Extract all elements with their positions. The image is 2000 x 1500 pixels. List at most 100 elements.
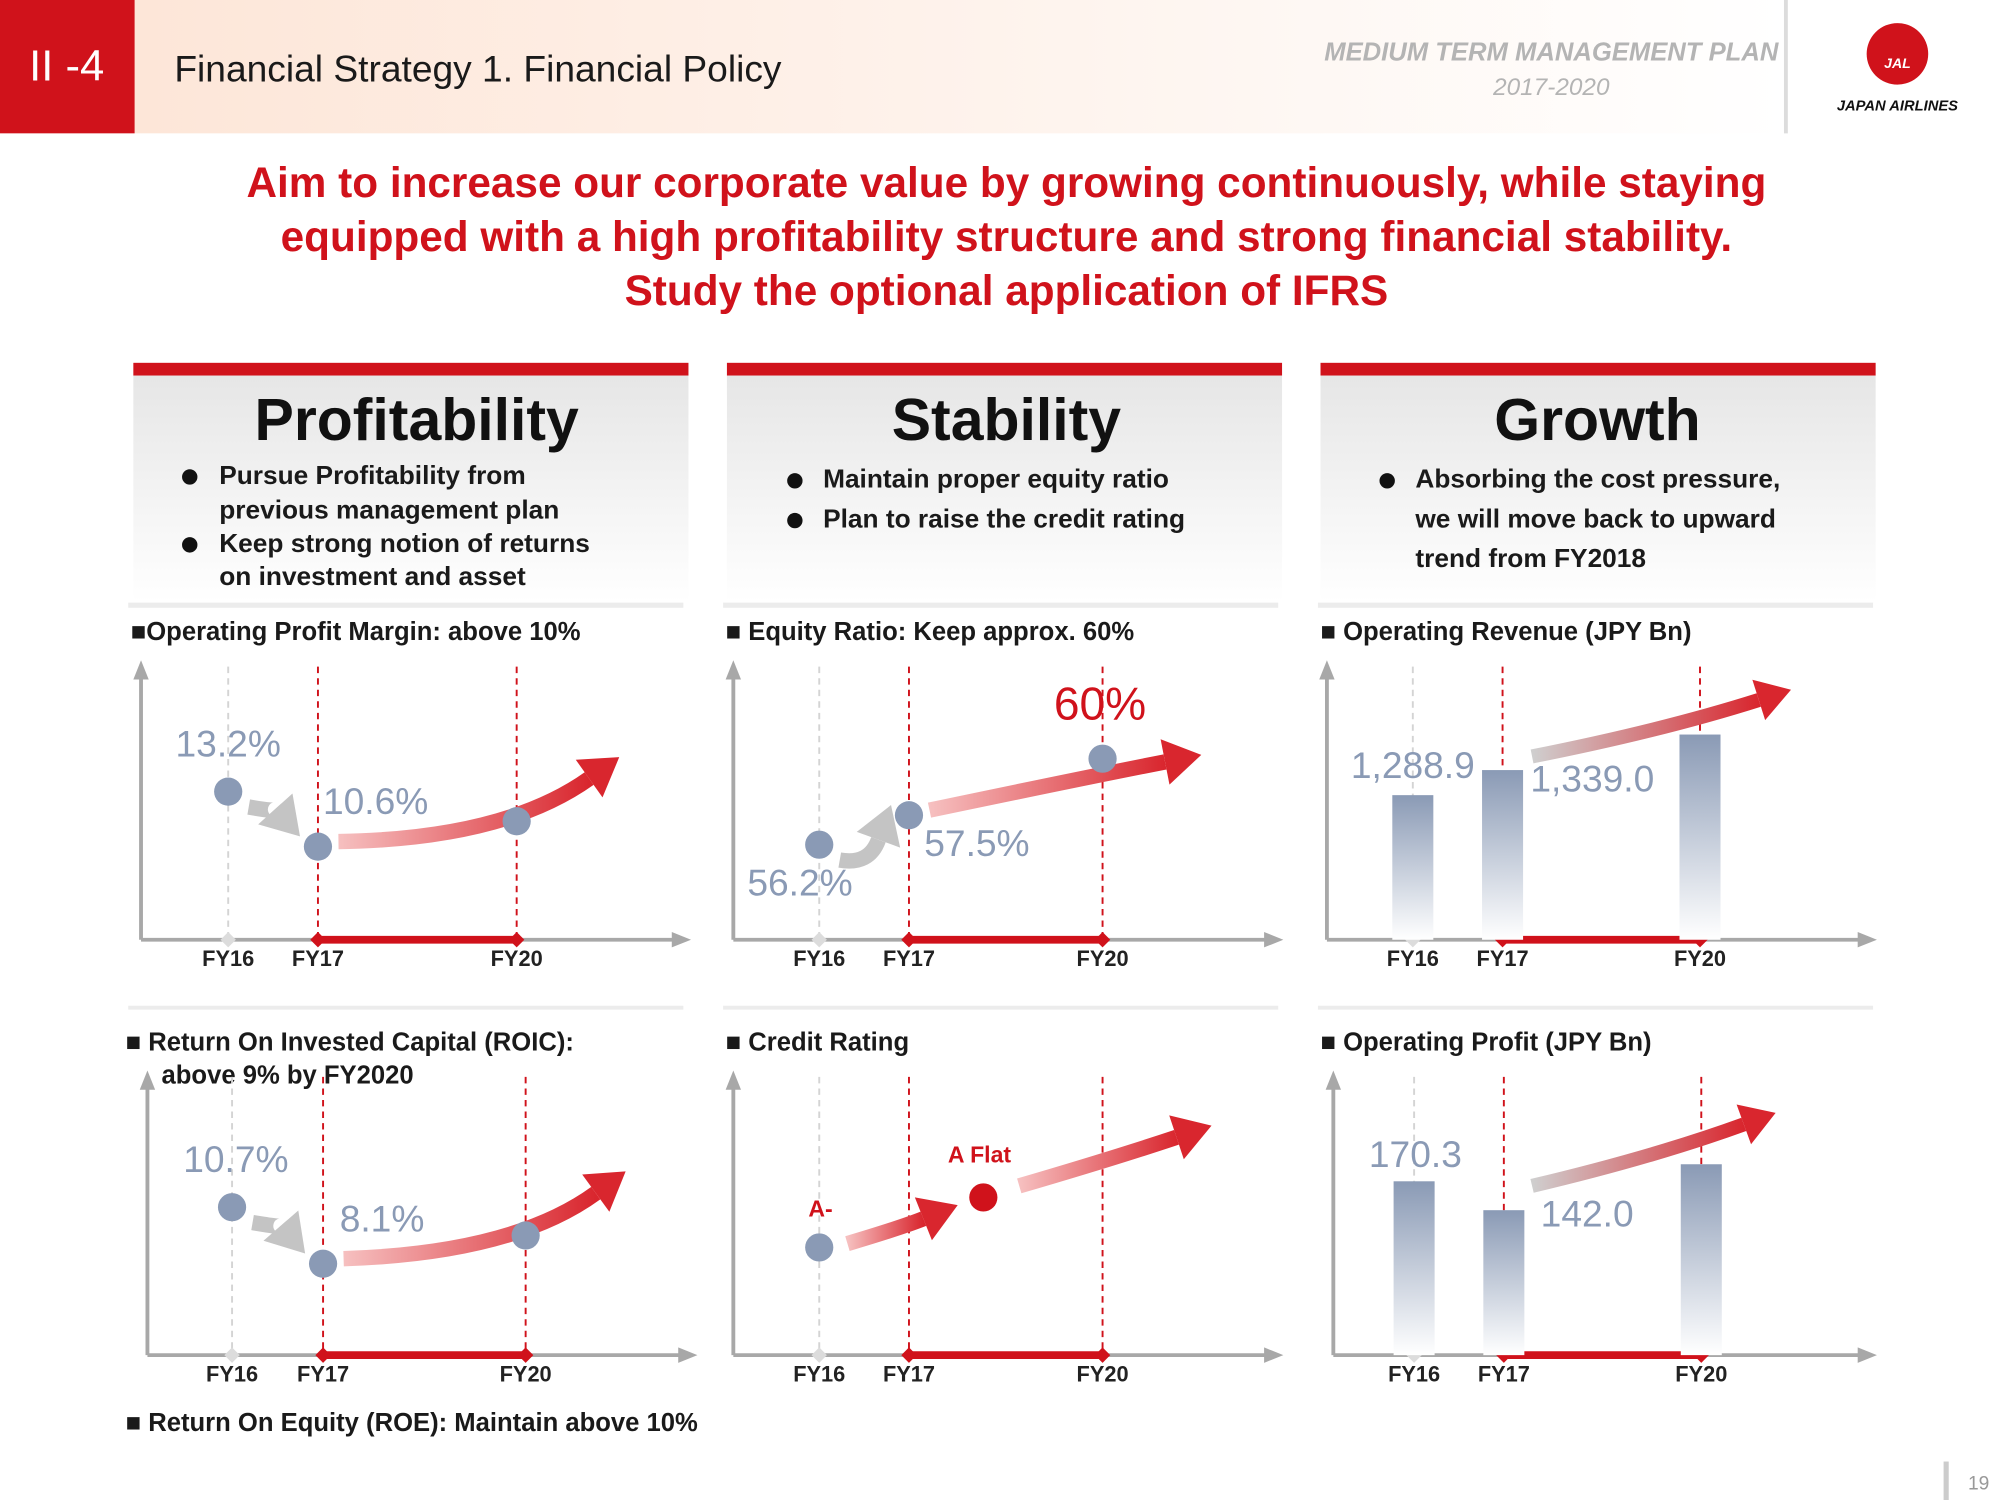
value-label: 10.6% [323,780,428,822]
value-label: 142.0 [1541,1192,1634,1234]
bullet-dot [787,473,803,489]
axis-arrow [1264,1347,1284,1363]
plan-period: 2017-2020 [1492,74,1610,101]
axis-arrow [1319,660,1335,680]
bullet-text: Keep strong notion of returns [219,528,590,558]
footnote: ■ Return On Equity (ROE): Maintain above… [126,1409,698,1437]
axis-diamond [224,1347,240,1363]
x-tick-label: FY17 [297,1361,349,1386]
arrow-head [1160,739,1202,785]
arrow-head [263,1210,306,1254]
chart-title: ■ Equity Ratio: Keep approx. 60% [726,618,1135,646]
axis-arrow [725,660,742,680]
pillar-box [726,375,1283,603]
arrow-shaft [1530,1117,1747,1193]
bullet-text: Maintain proper equity ratio [823,464,1169,494]
headline: Study the optional application of IFRS [625,267,1389,314]
data-point [308,1249,338,1278]
data-point [805,830,834,859]
rating-label: A- [808,1195,832,1221]
axis-diamond [517,1347,534,1363]
value-label: 60% [1054,678,1146,730]
axis-arrow [1857,1347,1877,1363]
slide-title: Financial Strategy 1. Financial Policy [174,48,782,90]
bullet-dot [182,469,198,485]
value-label: 10.7% [183,1138,288,1180]
axis-diamond [811,1347,827,1363]
pillar-title: Growth [1494,388,1700,453]
rating-point [805,1233,834,1262]
logo-mark-text: JAL [1884,55,1911,71]
axis-arrow [133,660,149,680]
bullet-text: we will move back to upward [1414,503,1776,533]
pillar: Growth Absorbing the cost pressure, we w… [1320,362,1876,603]
arrow-shaft [845,1211,927,1251]
bullet-text: trend from FY2018 [1415,543,1646,573]
x-tick-label: FY20 [1077,946,1129,971]
pillar-bar [133,362,689,376]
bar [1482,770,1524,940]
bullet-text: Pursue Profitability from [219,460,525,490]
bullet-text: Plan to raise the credit rating [823,503,1185,533]
x-tick-label: FY17 [883,1361,935,1386]
arrow-shaft [838,836,886,869]
pillar-title: Stability [892,388,1122,453]
x-tick-label: FY20 [1077,1361,1129,1386]
axis-arrow [1857,932,1877,948]
arrow-shaft [247,799,284,818]
bullet-dot [787,512,803,529]
arrow-head [1752,679,1792,721]
chart-title: ■Operating Profit Margin: above 10% [131,618,581,646]
headline: equipped with a high profitability struc… [281,213,1733,260]
chart-title: ■ Operating Revenue (JPY Bn) [1321,618,1692,646]
value-label: 1,288.9 [1351,744,1475,786]
x-tick-label: FY20 [1674,946,1726,971]
rating-label: A Flat [948,1142,1012,1168]
headline: Aim to increase our corporate value by g… [246,159,1766,206]
arrow-head [914,1197,958,1241]
pillar-box [133,375,689,603]
bar [1679,734,1721,940]
arrow-head [258,793,300,837]
x-tick-label: FY17 [292,946,344,971]
bar [1392,795,1434,940]
axis-arrow [1264,932,1284,948]
page-number: 19 [1968,1474,1989,1495]
bullet-text: previous management plan [219,494,559,524]
x-tick-label: FY16 [1388,1361,1440,1386]
arrow-head [1736,1104,1776,1145]
axis-diamond [811,932,827,948]
axis-arrow [725,1070,742,1090]
arrow-shaft [338,772,594,850]
data-point [894,801,924,830]
pillar-box [1320,375,1876,603]
x-tick-label: FY20 [500,1361,552,1386]
data-point [1088,744,1117,773]
arrow-shaft [1530,693,1761,764]
axis-diamond [1094,932,1111,948]
rating-point [969,1183,998,1212]
axis-arrow [671,932,692,948]
axis-diamond [315,1347,331,1363]
chart-subtitle: above 9% by FY2020 [162,1062,414,1090]
pillar-title: Profitability [254,388,579,453]
x-tick-label: FY20 [1675,1361,1727,1386]
bar [1393,1181,1435,1356]
x-tick-label: FY16 [1387,946,1439,971]
pillar: Profitability Pursue Profitability from … [133,362,689,603]
arrow-shaft [251,1215,289,1234]
value-label: 1,339.0 [1530,757,1654,799]
header-band [134,0,1786,134]
bar [1680,1164,1722,1356]
x-tick-label: FY16 [206,1361,258,1386]
x-tick-label: FY16 [202,946,254,971]
logo-mark [1866,23,1929,85]
axis-arrow [1325,1070,1342,1090]
bullet-text: on investment and asset [219,561,526,591]
plan-name: MEDIUM TERM MANAGEMENT PLAN [1324,39,1779,67]
value-label: 13.2% [176,723,281,765]
value-label: 57.5% [924,822,1029,864]
arrow-head [582,1171,626,1212]
pillar: Stability Maintain proper equity ratio P… [726,362,1283,603]
